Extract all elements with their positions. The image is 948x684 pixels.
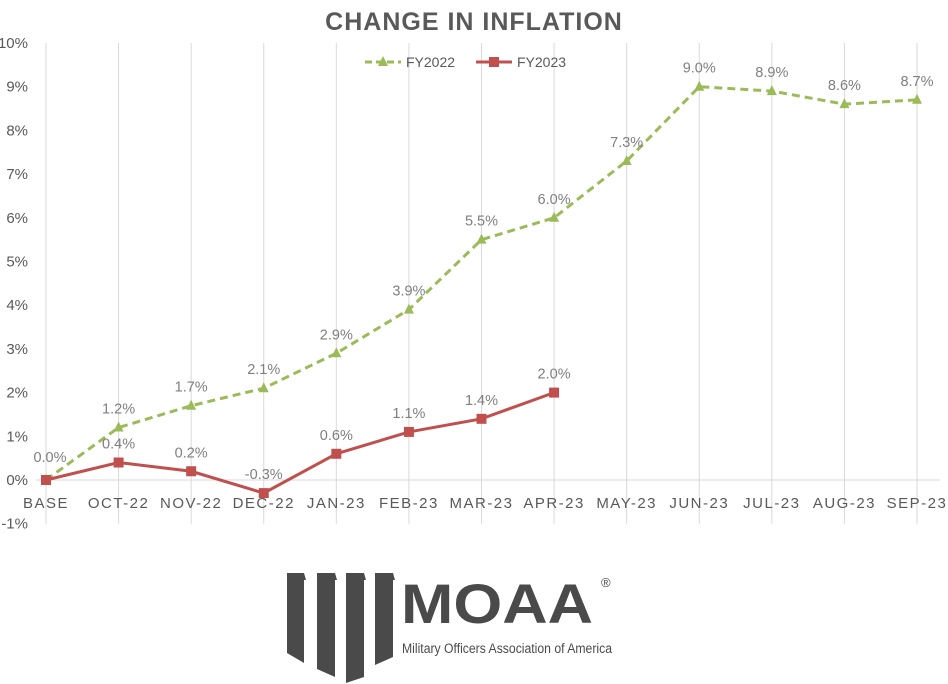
- data-point: [186, 399, 197, 410]
- data-point: [694, 80, 705, 91]
- logo-tagline: Military Officers Association of America: [402, 641, 612, 656]
- x-tick-label: MAY-23: [596, 495, 657, 512]
- x-tick-label: BASE: [23, 495, 69, 512]
- data-point: [403, 426, 414, 437]
- y-tick-label: 5%: [6, 254, 28, 271]
- data-label: 0.6%: [320, 428, 353, 444]
- shield-stripes-icon: [287, 573, 395, 683]
- legend-marker: [489, 57, 499, 67]
- data-point: [41, 475, 51, 485]
- data-label: 1.2%: [102, 402, 135, 418]
- data-point: [403, 303, 414, 314]
- y-tick-label: 7%: [6, 166, 28, 183]
- data-point: [331, 448, 342, 459]
- data-label: 6.0%: [538, 192, 571, 208]
- data-label: 2.1%: [247, 362, 280, 378]
- data-label: 9.0%: [683, 61, 716, 77]
- data-label: 3.9%: [392, 284, 425, 300]
- x-tick-label: JUN-23: [669, 495, 729, 512]
- x-tick-label: MAR-23: [449, 495, 513, 512]
- x-tick-label: OCT-22: [88, 495, 150, 512]
- data-label: 1.4%: [465, 393, 498, 409]
- data-point: [621, 154, 632, 165]
- registered-mark: ®: [601, 575, 611, 590]
- data-point: [186, 466, 197, 477]
- x-tick-label: DEC-22: [233, 495, 295, 512]
- y-tick-label: 3%: [6, 341, 28, 358]
- data-label: 2.9%: [320, 327, 353, 343]
- data-label: 8.6%: [828, 78, 861, 94]
- plot-area: BASE OCT-22 NOV-22 DEC-22 JAN-23 FEB-23 MAR-23…: [0, 35, 948, 533]
- data-label: 0.0%: [33, 450, 66, 466]
- x-tick-label: APR-23: [523, 495, 585, 512]
- y-tick-label: 1%: [6, 428, 28, 445]
- y-tick-label: 2%: [6, 385, 28, 402]
- data-point: [331, 347, 342, 358]
- legend-entry: FY2023: [517, 54, 566, 70]
- x-tick-label: SEP-23: [887, 495, 948, 512]
- x-tick-label: JAN-23: [307, 495, 366, 512]
- y-tick-label: 10%: [0, 35, 28, 52]
- y-tick-label: 8%: [6, 122, 28, 139]
- moaa-logo: MOAA ® Military Officers Association of …: [287, 573, 612, 683]
- x-tick-label: NOV-22: [160, 495, 222, 512]
- data-label: 1.1%: [392, 406, 425, 422]
- data-point: [476, 413, 487, 424]
- y-tick-label: 0%: [6, 472, 28, 489]
- data-point: [476, 233, 487, 244]
- y-tick-label: -1%: [1, 516, 28, 533]
- data-point: [549, 211, 560, 222]
- data-label: 7.3%: [610, 135, 643, 151]
- chart-title: CHANGE IN INFLATION: [325, 8, 623, 36]
- data-point: [113, 421, 124, 432]
- data-point: [258, 488, 269, 499]
- data-label: 0.4%: [102, 437, 135, 453]
- data-point: [258, 382, 269, 393]
- y-tick-label: 6%: [6, 210, 28, 227]
- data-point: [549, 387, 560, 398]
- legend-marker: [378, 56, 388, 66]
- data-label: 1.7%: [175, 380, 208, 396]
- data-label: 8.7%: [900, 74, 933, 90]
- data-label: 5.5%: [465, 214, 498, 230]
- y-tick-label: 4%: [6, 297, 28, 314]
- legend-entry: FY2022: [406, 54, 455, 70]
- logo-wordmark: MOAA: [401, 573, 593, 635]
- x-tick-label: AUG-23: [813, 495, 876, 512]
- data-label: -0.3%: [245, 467, 283, 483]
- series-line-FY2023: [45, 391, 555, 495]
- data-point: [113, 457, 124, 468]
- x-tick-label: FEB-23: [379, 495, 439, 512]
- data-label: 8.9%: [755, 65, 788, 81]
- data-point: [839, 98, 850, 109]
- data-label: 0.2%: [175, 445, 208, 461]
- data-point: [912, 93, 922, 104]
- y-tick-label: 9%: [6, 79, 28, 96]
- x-tick-label: JUL-23: [743, 495, 800, 512]
- data-label: 2.0%: [538, 367, 571, 383]
- data-point: [766, 85, 777, 96]
